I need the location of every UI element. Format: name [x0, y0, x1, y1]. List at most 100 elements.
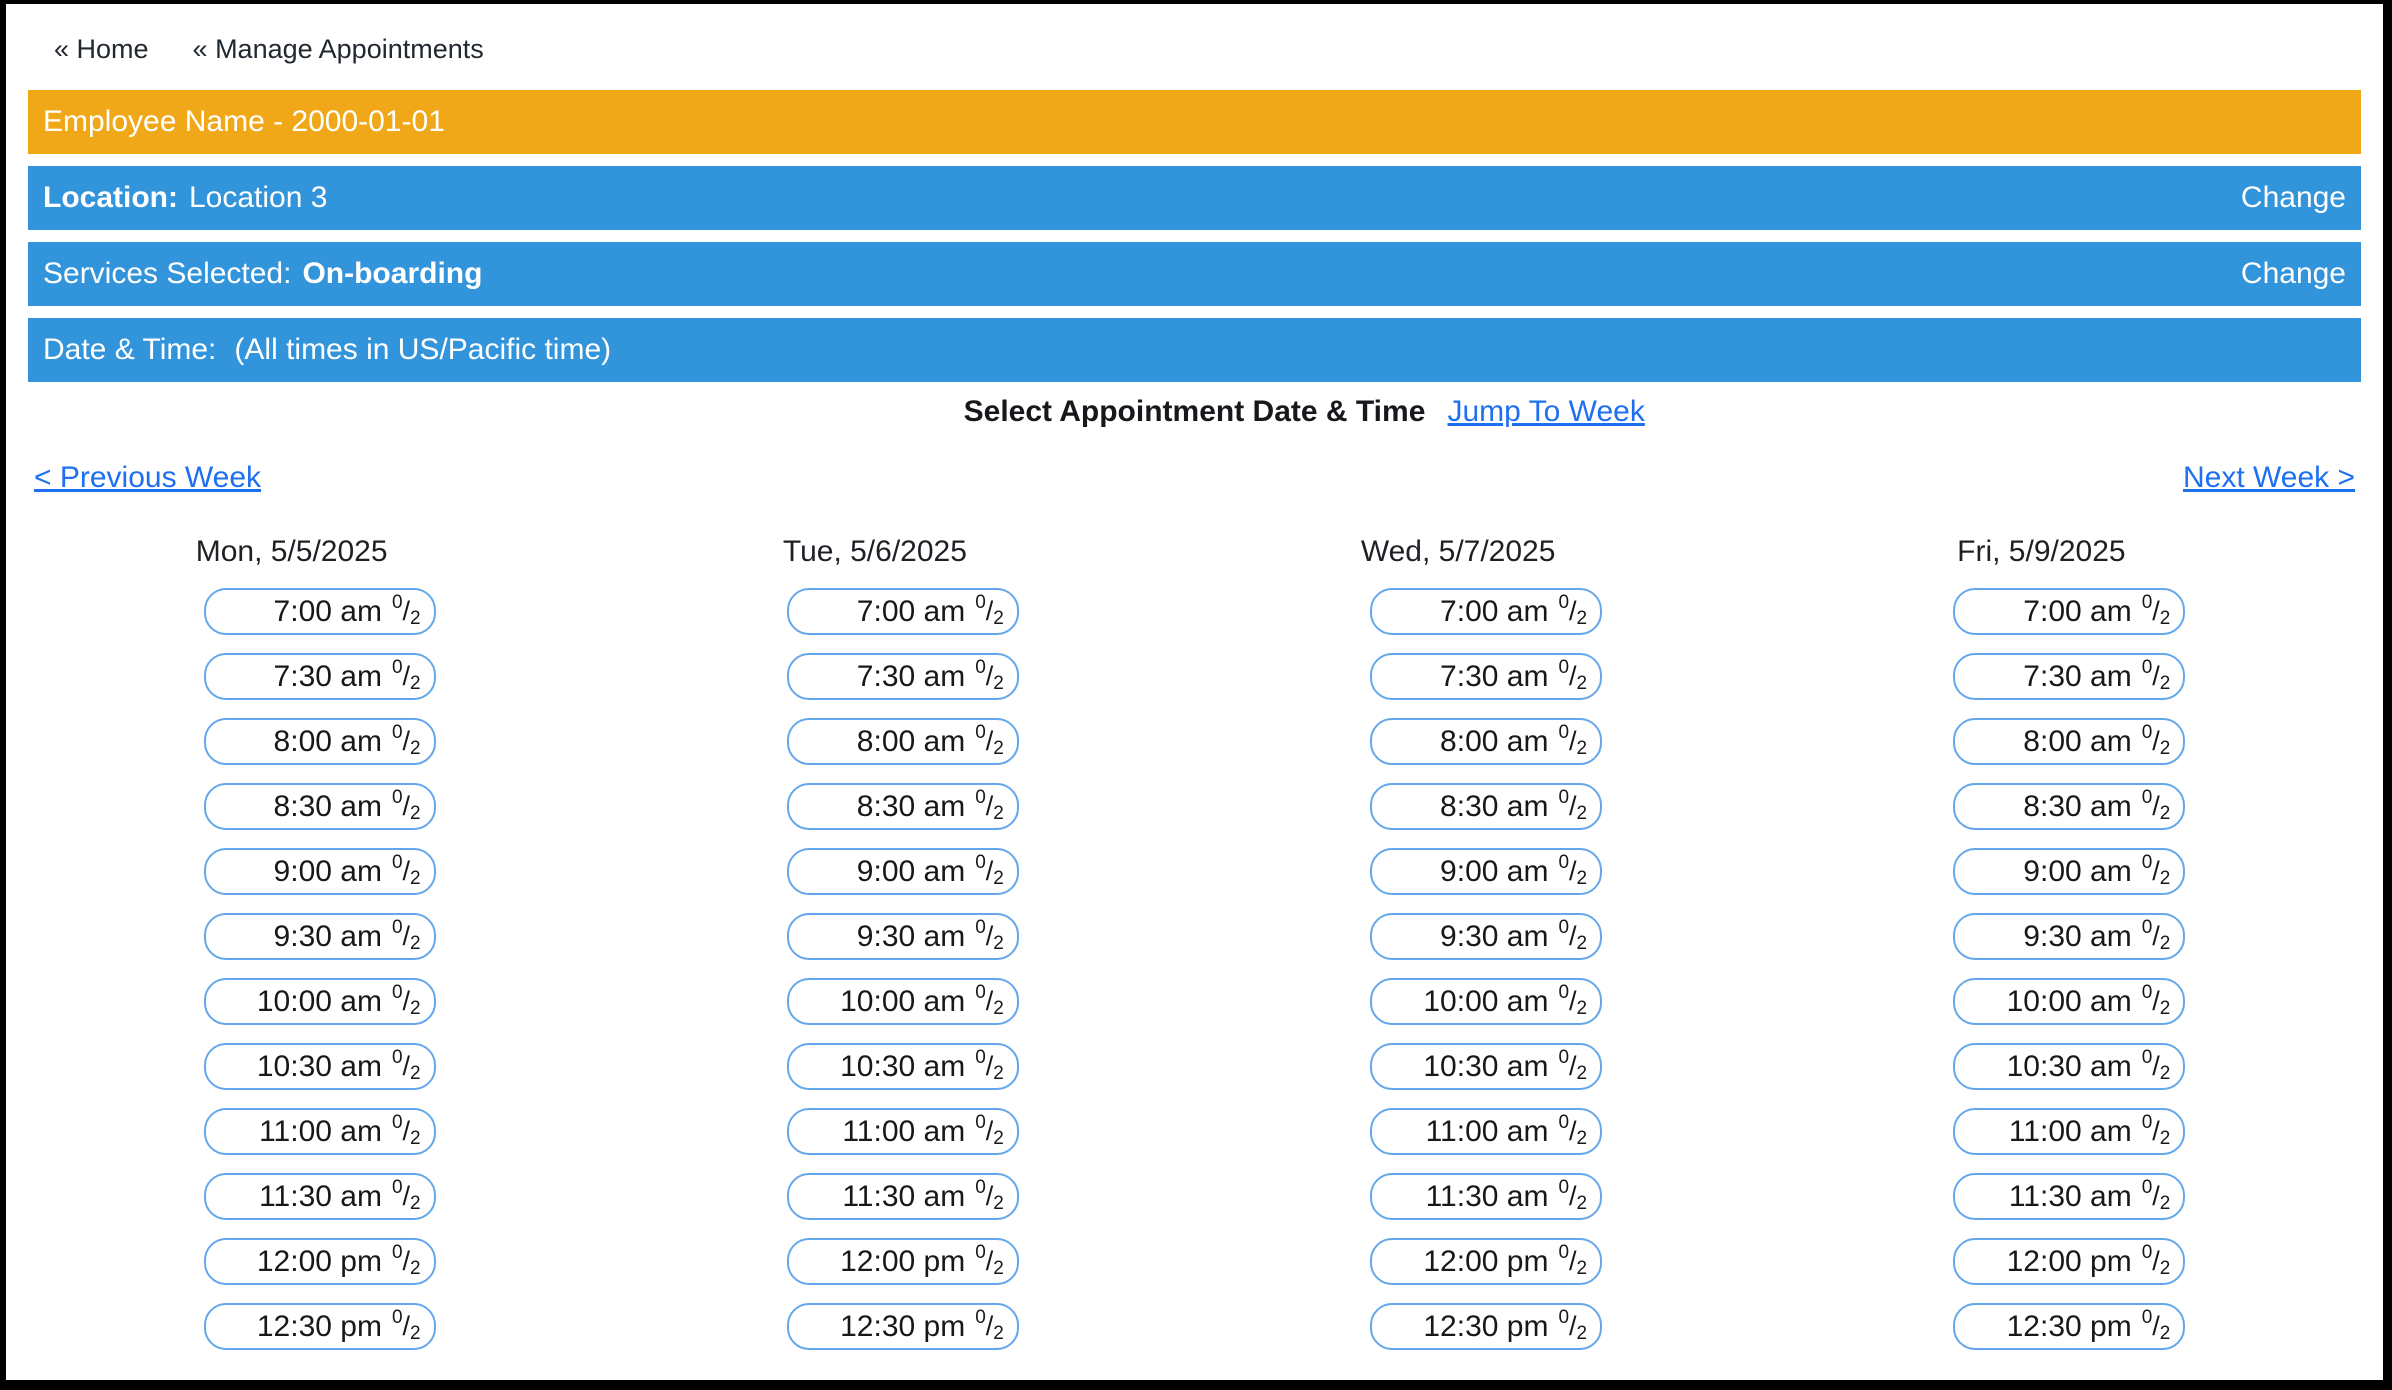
- capacity-num: 0: [1558, 787, 1570, 808]
- slot-time-label: 11:00 am: [2008, 1114, 2132, 1148]
- capacity-slash: /: [1569, 726, 1577, 756]
- change-services-button[interactable]: Change: [2240, 257, 2346, 290]
- capacity-num: 0: [391, 982, 403, 1003]
- day-header: Tue, 5/6/2025: [782, 535, 967, 568]
- capacity-den: 2: [993, 868, 1004, 889]
- slot-time-label: 9:30 am: [273, 919, 382, 953]
- capacity-num: 0: [1558, 1177, 1570, 1198]
- time-slot-button[interactable]: 12:00 pm 0/2: [786, 1238, 1019, 1285]
- slot-time-label: 7:30 am: [1440, 659, 1549, 693]
- time-slot-button[interactable]: 7:00 am 0/2: [786, 588, 1019, 635]
- capacity-slash: /: [985, 1246, 994, 1276]
- time-slot-button[interactable]: 12:30 pm 0/2: [1953, 1303, 2186, 1350]
- slot-time-label: 8:00 am: [1440, 724, 1549, 758]
- time-slot-button[interactable]: 11:00 am 0/2: [1953, 1108, 2186, 1155]
- slot-capacity-fraction: 0/2: [1558, 983, 1587, 1018]
- capacity-num: 0: [2141, 1177, 2153, 1198]
- time-slot-button[interactable]: 9:30 am 0/2: [1370, 913, 1603, 960]
- time-slot-button[interactable]: 8:30 am 0/2: [1953, 783, 2186, 830]
- time-slot-button[interactable]: 10:00 am 0/2: [203, 978, 436, 1025]
- time-slot-button[interactable]: 8:00 am 0/2: [786, 718, 1019, 765]
- slot-time-label: 11:00 am: [1425, 1114, 1549, 1148]
- previous-week-link[interactable]: < Previous Week: [34, 461, 262, 494]
- capacity-slash: /: [1569, 596, 1577, 626]
- time-slot-button[interactable]: 12:30 pm 0/2: [203, 1303, 436, 1350]
- jump-to-week-link[interactable]: Jump To Week: [1447, 395, 1645, 428]
- time-slot-button[interactable]: 8:30 am 0/2: [786, 783, 1019, 830]
- time-slot-button[interactable]: 10:00 am 0/2: [786, 978, 1019, 1025]
- time-slot-button[interactable]: 10:00 am 0/2: [1953, 978, 2186, 1025]
- time-slot-button[interactable]: 11:00 am 0/2: [1370, 1108, 1603, 1155]
- time-slot-button[interactable]: 8:30 am 0/2: [203, 783, 436, 830]
- capacity-slash: /: [2152, 1116, 2160, 1146]
- time-slot-button[interactable]: 11:00 am 0/2: [786, 1108, 1019, 1155]
- time-slot-button[interactable]: 12:30 pm 0/2: [1370, 1303, 1603, 1350]
- time-slot-button[interactable]: 10:30 am 0/2: [1370, 1043, 1603, 1090]
- change-location-button[interactable]: Change: [2240, 181, 2346, 214]
- next-week-link[interactable]: Next Week >: [2182, 461, 2355, 494]
- breadcrumb: « Home « Manage Appointments: [54, 32, 2361, 66]
- time-slot-button[interactable]: 11:30 am 0/2: [203, 1173, 436, 1220]
- time-slot-button[interactable]: 12:00 pm 0/2: [1953, 1238, 2186, 1285]
- capacity-num: 0: [391, 657, 403, 678]
- day-header: Mon, 5/5/2025: [195, 535, 388, 568]
- capacity-num: 0: [975, 1177, 986, 1198]
- time-slot-button[interactable]: 8:00 am 0/2: [1953, 718, 2186, 765]
- time-slot-button[interactable]: 8:00 am 0/2: [203, 718, 436, 765]
- slot-capacity-fraction: 0/2: [975, 918, 1004, 954]
- time-slot-button[interactable]: 7:30 am 0/2: [786, 653, 1019, 700]
- slot-time-label: 12:30 pm: [840, 1309, 966, 1343]
- time-slot-button[interactable]: 7:00 am 0/2: [1953, 588, 2186, 635]
- time-slot-button[interactable]: 10:30 am 0/2: [786, 1043, 1019, 1090]
- time-slot-button[interactable]: 9:00 am 0/2: [1370, 848, 1603, 895]
- capacity-den: 2: [1576, 1258, 1588, 1279]
- time-slot-button[interactable]: 11:00 am 0/2: [203, 1108, 436, 1155]
- slot-time-label: 9:30 am: [1440, 919, 1549, 953]
- slot-capacity-fraction: 0/2: [2142, 1308, 2171, 1343]
- time-slot-button[interactable]: 7:00 am 0/2: [1370, 588, 1603, 635]
- time-slot-button[interactable]: 7:30 am 0/2: [203, 653, 436, 700]
- time-slot-button[interactable]: 10:30 am 0/2: [1953, 1043, 2186, 1090]
- time-slot-button[interactable]: 12:00 pm 0/2: [203, 1238, 436, 1285]
- datetime-banner: Date & Time: (All times in US/Pacific ti…: [28, 318, 2361, 382]
- home-link[interactable]: « Home: [54, 34, 149, 64]
- capacity-den: 2: [1576, 1323, 1588, 1344]
- time-slot-button[interactable]: 8:30 am 0/2: [1370, 783, 1603, 830]
- slot-capacity-fraction: 0/2: [2142, 983, 2171, 1018]
- slot-time-label: 10:30 am: [256, 1049, 382, 1083]
- time-slot-button[interactable]: 11:30 am 0/2: [1953, 1173, 2186, 1220]
- slot-capacity-fraction: 0/2: [1558, 658, 1587, 693]
- manage-appointments-link[interactable]: « Manage Appointments: [192, 34, 484, 64]
- capacity-num: 0: [2141, 917, 2153, 938]
- capacity-slash: /: [2152, 596, 2160, 626]
- slot-time-label: 7:00 am: [2023, 594, 2132, 628]
- time-slot-button[interactable]: 9:30 am 0/2: [786, 913, 1019, 960]
- time-slot-button[interactable]: 9:30 am 0/2: [1953, 913, 2186, 960]
- time-slot-button[interactable]: 11:30 am 0/2: [786, 1173, 1019, 1220]
- capacity-slash: /: [2152, 661, 2160, 691]
- capacity-slash: /: [2152, 986, 2160, 1016]
- capacity-slash: /: [2152, 921, 2160, 951]
- capacity-slash: /: [1569, 1246, 1577, 1276]
- time-slot-button[interactable]: 7:30 am 0/2: [1370, 653, 1603, 700]
- capacity-slash: /: [2152, 1051, 2160, 1081]
- time-slot-button[interactable]: 9:30 am 0/2: [203, 913, 436, 960]
- time-slot-button[interactable]: 9:00 am 0/2: [203, 848, 436, 895]
- time-slot-button[interactable]: 9:00 am 0/2: [786, 848, 1019, 895]
- time-slot-button[interactable]: 11:30 am 0/2: [1370, 1173, 1603, 1220]
- time-slot-button[interactable]: 8:00 am 0/2: [1370, 718, 1603, 765]
- capacity-slash: /: [402, 921, 411, 951]
- time-slot-button[interactable]: 9:00 am 0/2: [1953, 848, 2186, 895]
- slot-time-label: 11:00 am: [842, 1114, 966, 1148]
- time-slot-button[interactable]: 12:00 pm 0/2: [1370, 1238, 1603, 1285]
- capacity-slash: /: [1569, 856, 1577, 886]
- capacity-slash: /: [402, 596, 411, 626]
- time-slot-button[interactable]: 10:00 am 0/2: [1370, 978, 1603, 1025]
- capacity-slash: /: [402, 856, 411, 886]
- time-slot-button[interactable]: 10:30 am 0/2: [203, 1043, 436, 1090]
- time-slot-button[interactable]: 12:30 pm 0/2: [786, 1303, 1019, 1350]
- time-slot-button[interactable]: 7:00 am 0/2: [203, 588, 436, 635]
- capacity-num: 0: [391, 852, 403, 873]
- time-slot-button[interactable]: 7:30 am 0/2: [1953, 653, 2186, 700]
- capacity-den: 2: [993, 933, 1004, 954]
